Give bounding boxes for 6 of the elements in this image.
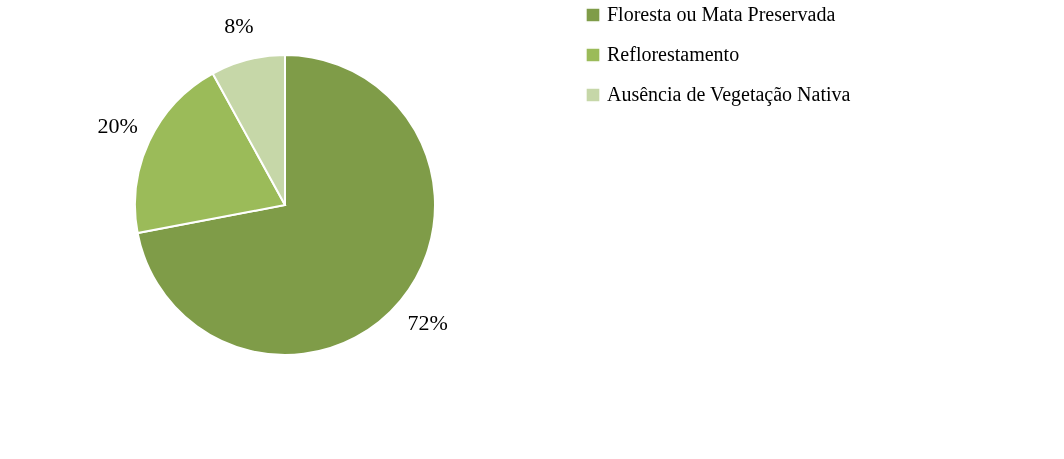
data-label: 72% [407,309,448,335]
legend-label: Floresta ou Mata Preservada [607,3,836,25]
legend-label: Reflorestamento [607,43,740,65]
legend-label: Ausência de Vegetação Nativa [607,83,851,106]
data-label: 20% [97,113,138,139]
data-label: 8% [224,12,254,38]
